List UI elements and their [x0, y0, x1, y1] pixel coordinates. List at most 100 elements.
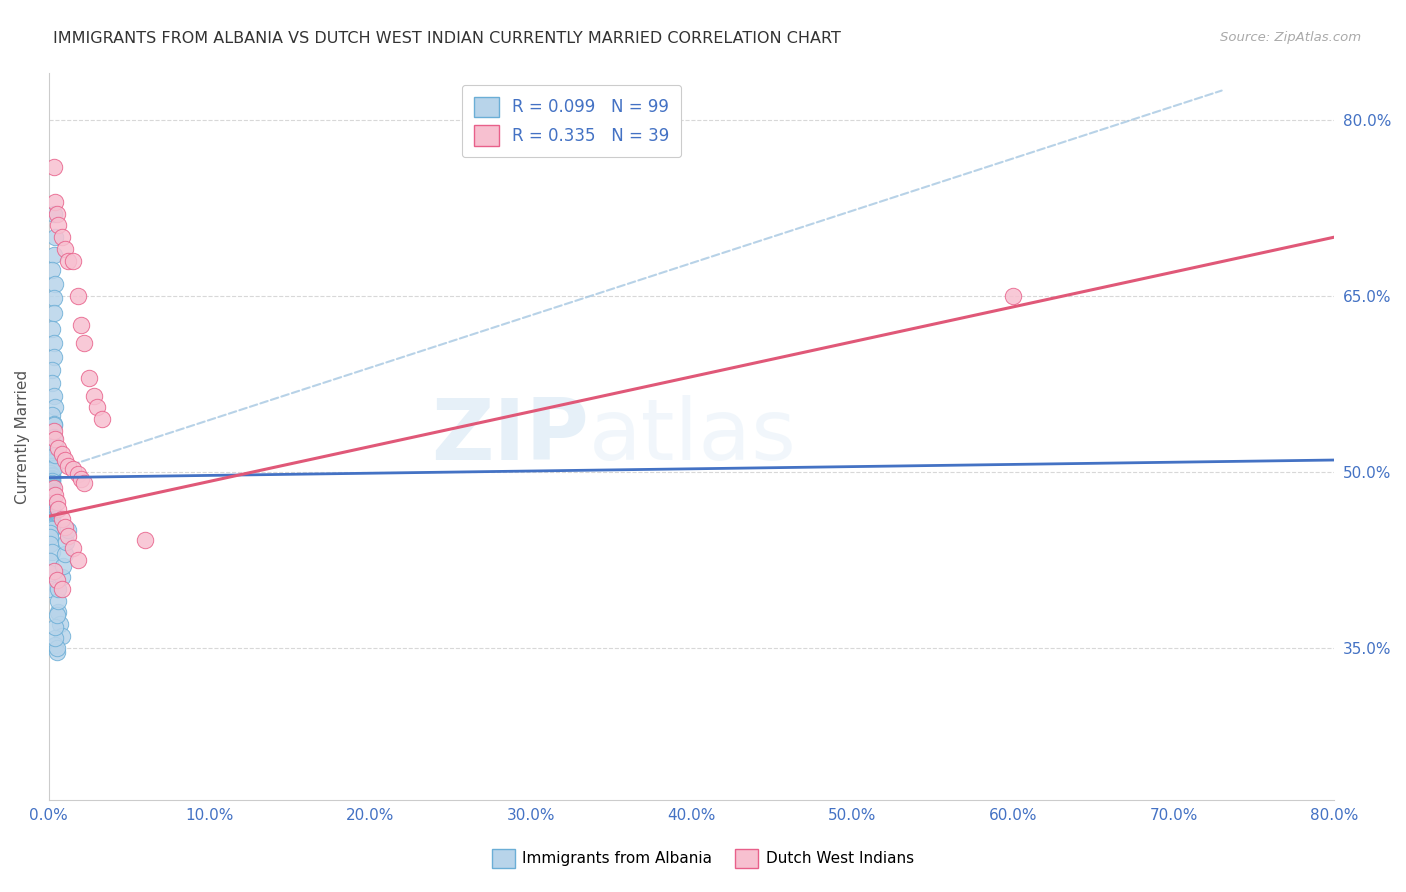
Point: [42, 160, 65, 174]
Point: [41, 376, 63, 390]
Point: [73, 335, 96, 350]
Point: [62, 541, 84, 555]
Point: [70, 472, 93, 486]
Point: [42, 248, 65, 262]
Point: [44, 638, 66, 652]
Point: [66, 552, 89, 566]
Point: [1001, 289, 1024, 303]
Point: [45, 607, 67, 622]
Point: [62, 462, 84, 476]
Point: [41, 474, 63, 488]
Point: [39, 466, 62, 480]
Point: [41, 472, 63, 486]
Point: [41, 510, 63, 524]
Point: [41, 477, 63, 491]
Legend: R = 0.099   N = 99, R = 0.335   N = 39: R = 0.099 N = 99, R = 0.335 N = 39: [463, 85, 681, 157]
Point: [41, 515, 63, 529]
Point: [41, 442, 63, 457]
Point: [41, 431, 63, 445]
Point: [39, 537, 62, 551]
Point: [39, 516, 62, 531]
Point: [45, 645, 67, 659]
Point: [41, 484, 63, 499]
Point: [48, 582, 70, 596]
Point: [41, 502, 63, 516]
Point: [41, 424, 63, 438]
Point: [42, 306, 65, 320]
Point: [62, 253, 84, 268]
Point: [49, 617, 72, 632]
Point: [42, 481, 65, 495]
Point: [44, 401, 66, 415]
Point: [41, 487, 63, 501]
Point: [51, 629, 73, 643]
Point: [53, 453, 76, 467]
Point: [41, 476, 63, 491]
Point: [44, 448, 66, 462]
Point: [51, 511, 73, 525]
Point: [66, 467, 89, 481]
Text: Source: ZipAtlas.com: Source: ZipAtlas.com: [1220, 31, 1361, 45]
Legend: Immigrants from Albania, Dutch West Indians: Immigrants from Albania, Dutch West Indi…: [486, 843, 920, 873]
Point: [42, 454, 65, 468]
Point: [44, 432, 66, 446]
Point: [41, 486, 63, 500]
Point: [41, 522, 63, 536]
Point: [41, 509, 63, 524]
Point: [42, 461, 65, 475]
Point: [41, 517, 63, 532]
Point: [77, 371, 100, 385]
Point: [41, 495, 63, 509]
Point: [41, 518, 63, 533]
Point: [44, 632, 66, 646]
Point: [45, 640, 67, 655]
Point: [53, 242, 76, 256]
Point: [134, 533, 156, 547]
Point: [41, 468, 63, 483]
Point: [55, 535, 77, 549]
Point: [44, 488, 66, 502]
Point: [42, 417, 65, 432]
Point: [41, 511, 63, 525]
Text: IMMIGRANTS FROM ALBANIA VS DUTCH WEST INDIAN CURRENTLY MARRIED CORRELATION CHART: IMMIGRANTS FROM ALBANIA VS DUTCH WEST IN…: [53, 31, 841, 46]
Point: [41, 362, 63, 376]
Point: [41, 436, 63, 450]
Point: [45, 573, 67, 587]
Point: [39, 505, 62, 519]
Point: [41, 409, 63, 423]
Point: [42, 335, 65, 350]
Point: [41, 489, 63, 503]
Point: [48, 594, 70, 608]
Point: [41, 473, 63, 487]
Point: [86, 401, 108, 415]
Point: [39, 521, 62, 535]
Point: [39, 508, 62, 523]
Point: [41, 479, 63, 493]
Point: [48, 219, 70, 233]
Point: [53, 520, 76, 534]
Point: [42, 424, 65, 438]
Point: [66, 289, 89, 303]
Point: [39, 566, 62, 580]
Point: [52, 558, 75, 573]
Point: [42, 207, 65, 221]
Point: [39, 513, 62, 527]
Point: [39, 582, 62, 596]
Point: [56, 529, 79, 543]
Point: [44, 439, 66, 453]
Point: [48, 442, 70, 456]
Point: [56, 458, 79, 473]
Point: [39, 530, 62, 544]
Point: [39, 499, 62, 513]
Point: [41, 483, 63, 498]
Point: [41, 503, 63, 517]
Point: [41, 480, 63, 494]
Point: [42, 388, 65, 402]
Point: [41, 321, 63, 335]
Point: [41, 470, 63, 484]
Point: [45, 207, 67, 221]
Point: [45, 495, 67, 509]
Point: [39, 554, 62, 568]
Text: atlas: atlas: [589, 395, 797, 478]
Point: [41, 491, 63, 506]
